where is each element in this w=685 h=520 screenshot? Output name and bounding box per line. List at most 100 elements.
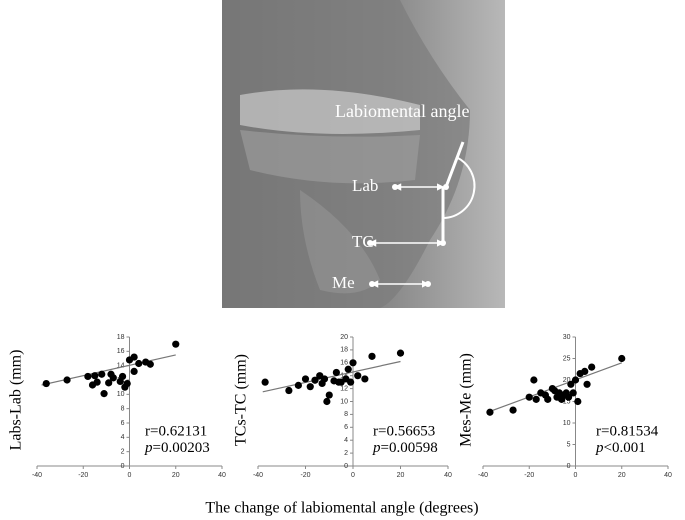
point — [396, 349, 405, 357]
point — [109, 374, 117, 382]
point — [354, 372, 362, 380]
annotation-r: r=0.56653 — [373, 423, 435, 439]
y-tick-label: 12 — [340, 385, 348, 392]
point — [567, 380, 575, 388]
y-tick-label: 4 — [344, 437, 348, 444]
image-label: TC — [352, 232, 374, 251]
xray-image — [222, 0, 505, 308]
y-tick-label: 5 — [567, 441, 571, 448]
trendline — [262, 360, 401, 393]
y-tick-label: 14 — [117, 363, 125, 370]
point — [130, 353, 138, 361]
x-tick-label: 20 — [618, 472, 626, 479]
y-tick-label: 16 — [117, 348, 125, 355]
point — [123, 379, 131, 388]
point — [509, 406, 517, 414]
point — [323, 397, 331, 406]
y-tick-label: 8 — [344, 411, 348, 418]
image-label: Lab — [352, 176, 378, 195]
point — [100, 390, 108, 398]
y-tick-label: 2 — [121, 449, 125, 456]
y-tick-label: 0 — [567, 463, 571, 470]
x-tick-label: 0 — [128, 472, 132, 479]
point — [344, 365, 352, 373]
y-tick-label: 15 — [563, 398, 571, 405]
point — [261, 378, 269, 386]
point — [130, 367, 138, 375]
y-tick-label: 18 — [117, 334, 125, 341]
point — [349, 359, 357, 367]
y-tick-label: 18 — [340, 347, 348, 354]
y-tick-label: 20 — [563, 377, 571, 384]
point — [361, 375, 369, 383]
annotation-p: p<0.001 — [595, 440, 646, 456]
y-tick-label: 10 — [117, 391, 125, 398]
x-tick-label: 20 — [397, 472, 405, 479]
point — [332, 368, 340, 377]
point — [146, 360, 154, 368]
image-label: Labiomental angle — [335, 101, 469, 121]
point — [63, 376, 71, 384]
point — [285, 386, 293, 395]
y-tick-label: 6 — [121, 420, 125, 427]
y-tick-label: 0 — [344, 463, 348, 470]
point — [42, 379, 50, 388]
y-tick-label: 10 — [340, 398, 348, 405]
point — [135, 359, 143, 368]
point — [91, 372, 99, 380]
p-value: =0.00598 — [381, 440, 438, 456]
point — [98, 370, 106, 378]
point — [525, 393, 533, 401]
point — [583, 380, 591, 388]
point — [325, 391, 333, 399]
image-label: Me — [332, 273, 355, 292]
point — [588, 363, 596, 371]
y-tick-label: 4 — [121, 434, 125, 441]
annotation-p: p=0.00598 — [372, 440, 438, 456]
x-tick-label: 0 — [574, 472, 578, 479]
x-axis-title: The change of labiomental angle (degrees… — [205, 500, 478, 517]
point — [574, 397, 582, 406]
y-tick-label: 2 — [344, 450, 348, 457]
annotation-r: r=0.62131 — [145, 423, 207, 439]
y-axis-title: TCs-TC (mm) — [233, 354, 250, 446]
point — [118, 372, 127, 381]
point — [311, 376, 319, 384]
point — [105, 379, 113, 387]
x-tick-label: -40 — [478, 472, 488, 479]
p-value: =0.00203 — [153, 440, 210, 456]
x-tick-label: -20 — [78, 472, 88, 479]
y-tick-label: 20 — [340, 334, 348, 341]
p-value: <0.001 — [604, 440, 646, 456]
y-tick-label: 0 — [121, 463, 125, 470]
x-tick-label: -20 — [300, 472, 310, 479]
point — [544, 395, 552, 403]
y-tick-label: 8 — [121, 406, 125, 413]
point — [569, 389, 577, 397]
point — [571, 376, 580, 384]
y-tick-label: 30 — [563, 334, 571, 341]
point — [368, 352, 376, 360]
point — [618, 354, 626, 363]
y-axis-title: Labs-Lab (mm) — [8, 350, 25, 451]
point — [564, 393, 573, 401]
point — [532, 395, 540, 403]
p-symbol: p — [372, 440, 381, 456]
x-tick-label: -40 — [32, 472, 42, 479]
point — [347, 378, 355, 386]
p-symbol: p — [144, 440, 153, 456]
x-tick-label: -40 — [253, 472, 263, 479]
point — [581, 367, 589, 375]
point — [294, 381, 302, 389]
x-tick-label: 20 — [172, 472, 180, 479]
y-tick-label: 16 — [340, 360, 348, 367]
point — [301, 375, 310, 383]
y-tick-label: 6 — [344, 424, 348, 431]
x-tick-label: 40 — [218, 472, 226, 479]
p-symbol: p — [595, 440, 604, 456]
annotation-r: r=0.81534 — [596, 423, 659, 439]
x-tick-label: 40 — [444, 472, 452, 479]
x-tick-label: -20 — [524, 472, 534, 479]
annotation-p: p=0.00203 — [144, 440, 210, 456]
